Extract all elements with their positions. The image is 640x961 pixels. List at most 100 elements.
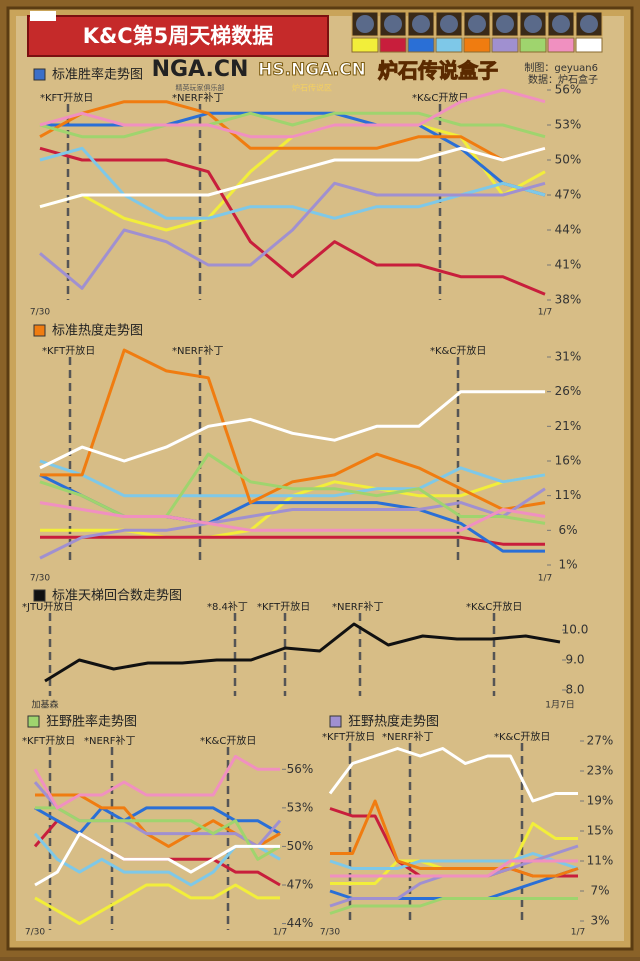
series-line xyxy=(40,348,546,511)
legend-icon xyxy=(524,15,542,33)
y-tick-label: 27% xyxy=(587,734,614,748)
y-tick-label: 44% xyxy=(555,223,582,237)
legend-icon xyxy=(440,15,458,33)
chart-title: 标准胜率走势图 xyxy=(52,67,143,83)
series-line xyxy=(330,859,578,878)
annotation: *8.4补丁 xyxy=(207,600,248,613)
y-tick-label: 41% xyxy=(555,258,582,272)
logo: HS.NGA.CN xyxy=(258,60,366,80)
chart-title: 标准天梯回合数走势图 xyxy=(52,588,182,604)
x-tick-label: 1月7日 xyxy=(545,700,574,711)
legend-swatch xyxy=(435,37,463,53)
annotation: *K&C开放日 xyxy=(466,600,522,613)
annotation: *K&C开放日 xyxy=(200,734,256,747)
legend-swatch xyxy=(519,37,547,53)
y-tick-label: 50% xyxy=(555,153,582,167)
x-tick-label: 7/30 xyxy=(320,928,340,938)
chart-title: 狂野胜率走势图 xyxy=(46,714,137,730)
legend-icon xyxy=(412,15,430,33)
y-tick-label: 21% xyxy=(555,419,582,433)
legend-swatch xyxy=(547,37,575,53)
legend-icon xyxy=(580,15,598,33)
series-line xyxy=(39,146,546,209)
credit: 制图：geyuan6 xyxy=(524,61,598,74)
annotation: *KFT开放日 xyxy=(322,730,375,743)
y-tick-label: 16% xyxy=(555,454,582,468)
title-marker xyxy=(33,589,46,602)
y-tick-label: 10.0 xyxy=(562,623,589,637)
chart-title: 标准热度走势图 xyxy=(52,323,143,339)
y-tick-label: 50% xyxy=(287,839,314,853)
y-tick-label: 6% xyxy=(558,523,577,537)
x-tick-label: 7/30 xyxy=(25,928,45,938)
x-tick-label: 7/30 xyxy=(30,308,50,318)
legend-swatch xyxy=(463,37,491,53)
annotation: *K&C开放日 xyxy=(494,730,550,743)
y-tick-label: 56% xyxy=(555,83,582,97)
title-marker xyxy=(33,68,46,81)
x-tick-label: 1/7 xyxy=(273,928,287,938)
y-tick-label: 31% xyxy=(555,350,582,364)
series-line xyxy=(39,390,545,470)
logo-sub: 炉石传说区 xyxy=(292,83,332,93)
annotation: *KFT开放日 xyxy=(40,91,93,104)
logo: 炉石传说盒子 xyxy=(378,59,498,83)
series-line xyxy=(328,747,578,803)
y-tick-label: 11% xyxy=(587,854,614,868)
legend-icon xyxy=(496,15,514,33)
legend-swatch xyxy=(351,37,379,53)
chart-title: 狂野热度走势图 xyxy=(348,714,439,730)
x-tick-label: 1/7 xyxy=(538,574,552,584)
legend-icon xyxy=(468,15,486,33)
y-tick-label: 19% xyxy=(587,794,614,808)
annotation: *KFT开放日 xyxy=(257,600,310,613)
annotation: *NERF补丁 xyxy=(332,600,384,613)
series-line xyxy=(34,806,281,836)
annotation: *NERF补丁 xyxy=(84,734,136,747)
logo-sub: 精英玩家俱乐部 xyxy=(176,83,225,92)
y-tick-label: 11% xyxy=(555,488,582,502)
annotation: *JTU开放日 xyxy=(22,600,73,613)
x-tick-label: 1/7 xyxy=(538,308,552,318)
legend-swatch xyxy=(491,37,519,53)
series-line xyxy=(39,181,546,290)
legend-swatch xyxy=(575,37,603,53)
annotation: *K&C开放日 xyxy=(430,344,486,357)
y-tick-label: 15% xyxy=(587,824,614,838)
legend-icon xyxy=(552,15,570,33)
series-line xyxy=(329,852,579,870)
series-line xyxy=(35,806,281,861)
series-line xyxy=(329,897,578,915)
credit: 数据：炉石盒子 xyxy=(528,73,598,86)
y-tick-label: 7% xyxy=(590,884,609,898)
y-tick-label: 38% xyxy=(555,293,582,307)
series-line xyxy=(39,487,546,560)
legend-swatch xyxy=(407,37,435,53)
legend-swatch xyxy=(379,37,407,53)
series-line xyxy=(39,501,546,532)
y-tick-label: 47% xyxy=(555,188,582,202)
annotation: *K&C开放日 xyxy=(412,91,468,104)
x-tick-label: 1/7 xyxy=(571,928,585,938)
y-tick-label: 26% xyxy=(555,384,582,398)
y-tick-label: 44% xyxy=(287,916,314,930)
y-tick-label: 53% xyxy=(287,800,314,814)
series-line xyxy=(34,883,280,926)
logo: NGA.CN xyxy=(152,57,249,82)
page-title: K&C第5周天梯数据 xyxy=(83,24,274,48)
series-line xyxy=(33,754,280,810)
y-tick-label: 53% xyxy=(555,118,582,132)
series-line xyxy=(330,799,579,878)
x-tick-label: 加基森 xyxy=(31,699,58,711)
annotation: *NERF补丁 xyxy=(172,91,224,104)
title-marker xyxy=(329,715,342,728)
series-line xyxy=(39,100,546,162)
annotation: *NERF补丁 xyxy=(172,344,224,357)
y-tick-label: 56% xyxy=(287,762,314,776)
annotation: *KFT开放日 xyxy=(22,734,75,747)
y-tick-label: 1% xyxy=(558,558,577,572)
x-tick-label: 7/30 xyxy=(30,574,50,584)
series-line xyxy=(39,459,546,498)
banner-flag xyxy=(30,11,56,21)
